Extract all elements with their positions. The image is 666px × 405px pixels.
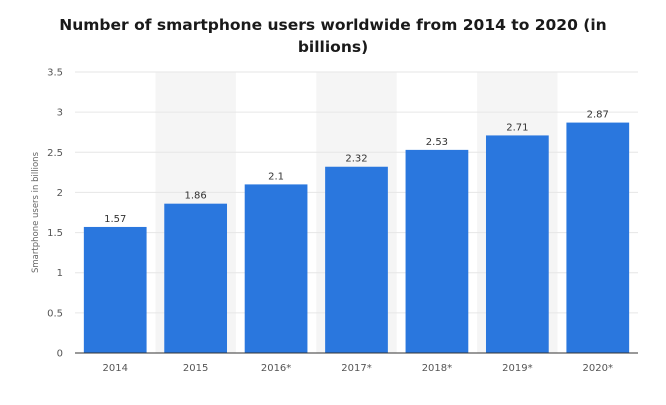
- bar: [83, 226, 147, 353]
- y-tick-label: 2: [57, 188, 63, 199]
- data-label: 2.71: [506, 122, 528, 133]
- bar: [244, 184, 308, 353]
- bar: [485, 135, 549, 353]
- y-tick-label: 1: [57, 268, 63, 279]
- x-tick-label: 2020*: [583, 363, 613, 374]
- y-tick-label: 0.5: [47, 308, 63, 319]
- y-tick-label: 3.5: [47, 68, 63, 79]
- chart-title: Number of smartphone users worldwide fro…: [59, 16, 607, 56]
- data-label: 2.32: [345, 154, 367, 165]
- data-label: 2.1: [268, 171, 284, 182]
- y-axis-title: Smartphone users in billions: [31, 151, 41, 273]
- data-label: 2.87: [587, 110, 609, 121]
- x-tick-label: 2018*: [422, 363, 452, 374]
- y-tick-label: 0: [57, 349, 63, 360]
- x-tick-label: 2017*: [341, 363, 371, 374]
- data-label: 2.53: [426, 137, 448, 148]
- data-label: 1.57: [104, 214, 126, 225]
- bar: [405, 149, 469, 353]
- y-tick-label: 3: [57, 108, 63, 119]
- x-tick-label: 2014: [102, 363, 127, 374]
- x-tick-label: 2015: [183, 363, 208, 374]
- x-tick-label: 2016*: [261, 363, 291, 374]
- y-tick-label: 2.5: [47, 148, 63, 159]
- bar: [325, 166, 388, 353]
- data-label: 1.86: [185, 191, 207, 202]
- bar: [566, 122, 630, 353]
- bar: [164, 203, 228, 353]
- y-tick-label: 1.5: [47, 228, 63, 239]
- x-tick-label: 2019*: [502, 363, 532, 374]
